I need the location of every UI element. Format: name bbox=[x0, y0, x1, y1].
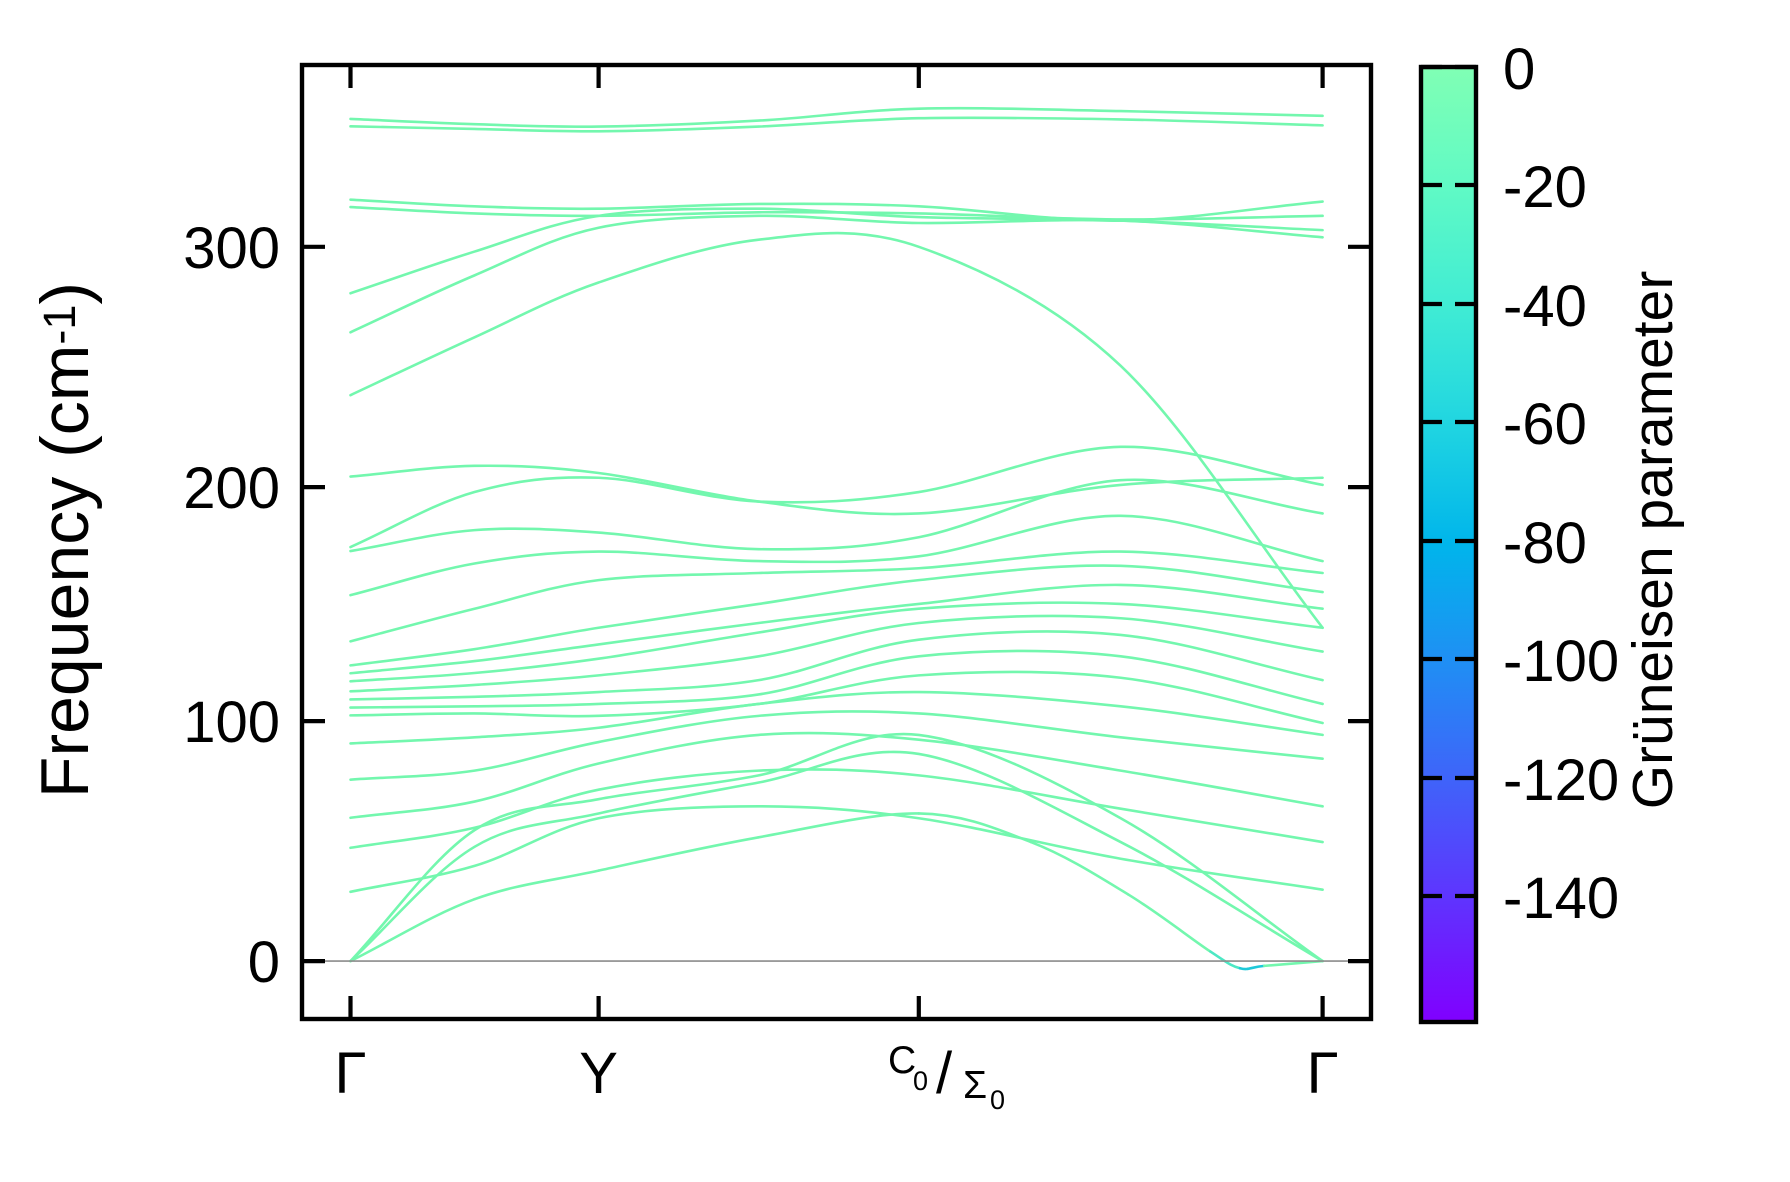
svg-text:-80: -80 bbox=[1503, 511, 1587, 576]
svg-text:0: 0 bbox=[248, 930, 280, 995]
svg-text:C: C bbox=[888, 1039, 916, 1082]
svg-text:0: 0 bbox=[913, 1066, 928, 1096]
svg-text:Σ: Σ bbox=[963, 1064, 987, 1107]
svg-text:Γ: Γ bbox=[1307, 1041, 1339, 1106]
svg-text:100: 100 bbox=[183, 690, 280, 755]
svg-text:0: 0 bbox=[1503, 37, 1535, 102]
svg-text:300: 300 bbox=[183, 216, 280, 281]
svg-text:Γ: Γ bbox=[335, 1041, 367, 1106]
svg-text:0: 0 bbox=[990, 1085, 1005, 1115]
svg-text:Grüneisen parameter: Grüneisen parameter bbox=[1621, 271, 1685, 810]
svg-text:Y: Y bbox=[579, 1041, 618, 1106]
svg-text:-40: -40 bbox=[1503, 274, 1587, 339]
svg-text:-100: -100 bbox=[1503, 629, 1619, 694]
svg-text:-140: -140 bbox=[1503, 866, 1619, 931]
svg-text:Frequency (cm-1): Frequency (cm-1) bbox=[27, 282, 103, 798]
svg-text:/: / bbox=[936, 1041, 953, 1106]
svg-text:-120: -120 bbox=[1503, 748, 1619, 813]
svg-text:-20: -20 bbox=[1503, 155, 1587, 220]
svg-text:-60: -60 bbox=[1503, 392, 1587, 457]
svg-text:200: 200 bbox=[183, 456, 280, 521]
